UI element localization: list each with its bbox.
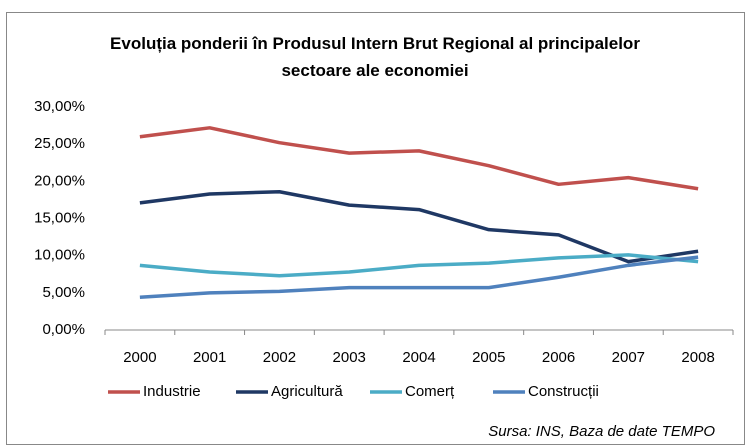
- legend-label: Comerț: [405, 383, 455, 400]
- legend-label: Agricultură: [271, 383, 343, 400]
- y-tick-label: 0,00%: [42, 321, 85, 338]
- chart-title: Evoluția ponderii în Produsul Intern Bru…: [110, 34, 640, 80]
- y-tick-label: 25,00%: [34, 135, 85, 152]
- series-line: [139, 253, 699, 278]
- x-tick-label: 2000: [123, 349, 156, 366]
- x-tick-label: 2007: [612, 349, 645, 366]
- y-tick-label: 30,00%: [34, 98, 85, 115]
- x-tick-label: 2008: [681, 349, 714, 366]
- x-tick-label: 2002: [263, 349, 296, 366]
- series-line: [139, 189, 699, 264]
- x-tick-label: 2001: [193, 349, 226, 366]
- y-tick-label: 20,00%: [34, 172, 85, 189]
- x-tick-label: 2005: [472, 349, 505, 366]
- series-line: [139, 255, 699, 300]
- legend-label: Industrie: [143, 383, 201, 400]
- source-note: Sursa: INS, Baza de date TEMPO: [488, 423, 715, 440]
- x-tick-label: 2003: [333, 349, 366, 366]
- y-tick-label: 5,00%: [42, 284, 85, 301]
- legend-label: Construcții: [528, 383, 599, 400]
- x-tick-label: 2006: [542, 349, 575, 366]
- y-tick-label: 15,00%: [34, 209, 85, 226]
- y-tick-label: 10,00%: [34, 247, 85, 264]
- x-tick-label: 2004: [402, 349, 435, 366]
- series-line: [139, 126, 699, 191]
- chart-border: [6, 12, 745, 445]
